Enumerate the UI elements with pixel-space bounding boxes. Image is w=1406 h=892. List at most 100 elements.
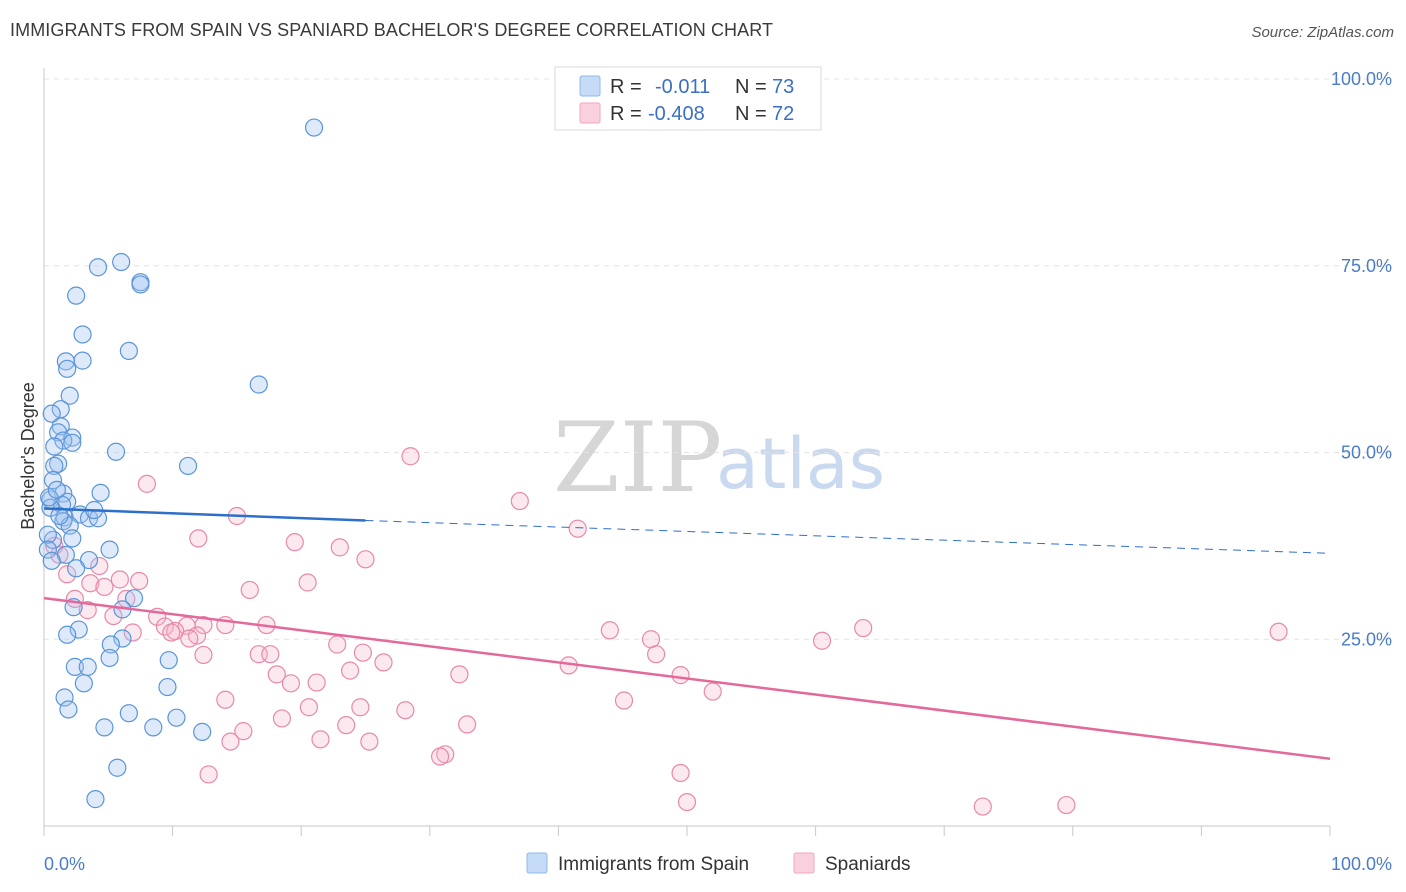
spaniards-point-67 <box>671 763 690 783</box>
spaniards-point-16 <box>95 577 114 597</box>
immigrants-point-41 <box>79 550 99 570</box>
spaniards-point-38 <box>328 635 347 654</box>
spaniards-point-60 <box>234 722 253 741</box>
immigrants-point-56 <box>59 700 78 719</box>
immigrants-point-49 <box>100 648 119 668</box>
spaniards-point-30 <box>162 623 181 642</box>
immigrants-point-47 <box>113 629 132 648</box>
immigrants-point-61 <box>193 722 212 741</box>
legend-r-value-pink: -0.408 <box>648 103 705 125</box>
legend-bottom-swatch-pink <box>793 852 815 874</box>
spaniards-point-15 <box>130 571 149 591</box>
spaniards-point-42 <box>353 643 373 662</box>
spaniards-point-56 <box>299 698 319 717</box>
y-tick-label-1: 50.0% <box>1341 443 1392 463</box>
spaniards-point-57 <box>396 701 415 720</box>
spaniards-point-39 <box>194 645 213 665</box>
immigrants-point-14 <box>42 404 61 423</box>
immigrants-point-48 <box>101 635 120 654</box>
watermark-atlas: atlas <box>716 423 885 505</box>
immigrants-point-46 <box>58 625 77 644</box>
legend-top: R = -0.011 N = 73 R = -0.408 N = 72 <box>554 66 822 131</box>
spaniards-point-54 <box>216 690 235 709</box>
spaniards-point-7 <box>330 538 349 557</box>
x-axis-ticks <box>43 826 1331 836</box>
immigrants-point-67 <box>42 551 61 570</box>
legend-r-label-pink: R = <box>610 103 642 125</box>
trend-line-spaniards <box>43 596 1331 761</box>
immigrants-point-53 <box>74 674 93 693</box>
grid <box>44 78 1392 640</box>
legend-bottom-label-immigrants: Immigrants from Spain <box>558 854 749 875</box>
watermark-zip: ZIP <box>553 402 722 514</box>
y-tick-label-3: 100.0% <box>1331 69 1392 89</box>
spaniards-point-58 <box>272 709 292 728</box>
immigrants-point-72 <box>47 480 66 499</box>
y-tick-label-0: 25.0% <box>1341 629 1392 649</box>
immigrants-point-12 <box>60 386 79 405</box>
spaniards-point-48 <box>671 666 690 685</box>
spaniards-point-69 <box>677 792 697 812</box>
immigrants-point-57 <box>119 704 138 723</box>
spaniards-point-70 <box>973 797 992 816</box>
spaniards-point-11 <box>58 565 77 584</box>
trend-line-immigrants-dashed <box>365 519 1331 554</box>
immigrants-point-63 <box>86 790 105 809</box>
y-tick-label-2: 75.0% <box>1341 256 1392 276</box>
spaniards-point-41 <box>261 645 280 664</box>
spaniards-point-52 <box>703 682 722 701</box>
immigrants-point-11 <box>249 375 268 394</box>
y-axis-label: Bachelor's Degree <box>18 382 38 530</box>
spaniards-point-63 <box>311 730 330 749</box>
spaniards-point-49 <box>267 665 286 684</box>
x-tick-label-0: 0.0% <box>44 854 85 874</box>
immigrants-point-2 <box>88 258 108 277</box>
spaniards-point-5 <box>189 529 208 548</box>
spaniards-point-6 <box>285 533 304 552</box>
spaniards-point-46 <box>647 645 666 664</box>
immigrants-point-38 <box>43 530 63 549</box>
immigrants-point-19 <box>63 433 82 452</box>
immigrants-point-64 <box>38 525 57 544</box>
spaniards-point-33 <box>180 629 199 648</box>
spaniards-point-59 <box>457 715 477 734</box>
immigrants-point-54 <box>158 677 177 697</box>
immigrants-point-71 <box>67 559 86 578</box>
immigrants-point-68 <box>50 506 69 526</box>
spaniards-point-53 <box>614 691 634 710</box>
immigrants-point-10 <box>58 359 77 378</box>
immigrants-point-52 <box>78 657 97 676</box>
spaniards-point-47 <box>450 665 469 684</box>
spaniards-point-55 <box>351 698 370 717</box>
trend-lines <box>43 507 1331 761</box>
immigrants-point-7 <box>119 341 138 361</box>
spaniards-point-50 <box>281 674 301 693</box>
spaniards-point-8 <box>356 550 375 569</box>
immigrants-point-4 <box>131 275 150 294</box>
immigrants-point-65 <box>38 540 57 559</box>
legend-n-label-pink: N = <box>735 103 767 125</box>
legend-n-label-blue: N = <box>735 76 767 98</box>
immigrants-point-50 <box>159 651 178 670</box>
spaniards-point-62 <box>221 732 240 751</box>
immigrants-point-25 <box>43 471 63 490</box>
immigrants-point-45 <box>69 620 88 639</box>
spaniards-point-12 <box>90 556 109 576</box>
legend-r-label-blue: R = <box>610 76 642 98</box>
chart-title: IMMIGRANTS FROM SPAIN VS SPANIARD BACHEL… <box>10 20 774 40</box>
spaniards-point-1 <box>137 474 156 493</box>
immigrants-point-69 <box>63 529 82 548</box>
immigrants-point-66 <box>40 488 59 507</box>
legend-n-value-pink: 72 <box>772 103 794 125</box>
immigrants-point-20 <box>45 437 64 456</box>
x-tick-labels: 0.0% 100.0% <box>44 854 1392 874</box>
immigrants-point-24 <box>178 456 198 476</box>
series-immigrants-from-spain <box>38 118 324 809</box>
spaniards-point-14 <box>81 574 100 593</box>
immigrants-point-60 <box>144 718 163 737</box>
spaniards-point-34 <box>600 621 619 640</box>
spaniards-point-66 <box>430 747 450 766</box>
immigrants-point-9 <box>73 351 92 370</box>
y-tick-labels: 25.0% 50.0% 75.0% 100.0% <box>1331 69 1392 649</box>
spaniards-point-2 <box>510 491 529 511</box>
